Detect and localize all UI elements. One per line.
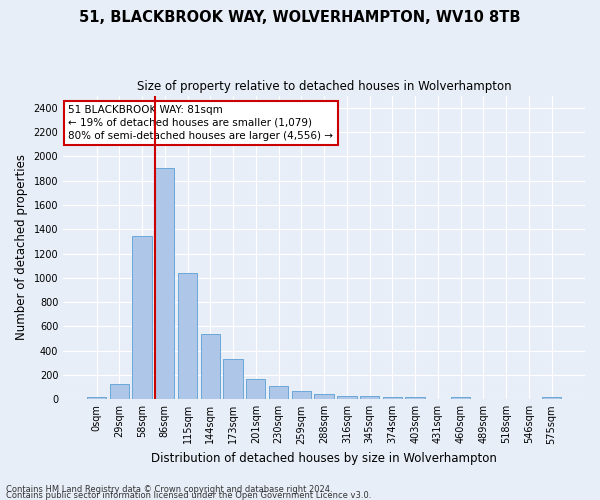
Bar	[178, 273, 197, 400]
Y-axis label: Number of detached properties: Number of detached properties	[15, 154, 28, 340]
Bar	[292, 392, 311, 400]
X-axis label: Distribution of detached houses by size in Wolverhampton: Distribution of detached houses by size …	[151, 452, 497, 465]
Bar	[269, 386, 288, 400]
Bar	[360, 396, 379, 400]
Bar	[383, 397, 402, 400]
Title: Size of property relative to detached houses in Wolverhampton: Size of property relative to detached ho…	[137, 80, 511, 93]
Bar	[451, 398, 470, 400]
Bar	[87, 398, 106, 400]
Bar	[337, 396, 356, 400]
Text: Contains public sector information licensed under the Open Government Licence v3: Contains public sector information licen…	[6, 490, 371, 500]
Text: 51, BLACKBROOK WAY, WOLVERHAMPTON, WV10 8TB: 51, BLACKBROOK WAY, WOLVERHAMPTON, WV10 …	[79, 10, 521, 25]
Bar	[200, 334, 220, 400]
Bar	[133, 236, 152, 400]
Bar	[406, 398, 425, 400]
Bar	[542, 398, 561, 400]
Bar	[314, 394, 334, 400]
Text: Contains HM Land Registry data © Crown copyright and database right 2024.: Contains HM Land Registry data © Crown c…	[6, 484, 332, 494]
Bar	[246, 378, 265, 400]
Text: 51 BLACKBROOK WAY: 81sqm
← 19% of detached houses are smaller (1,079)
80% of sem: 51 BLACKBROOK WAY: 81sqm ← 19% of detach…	[68, 104, 334, 141]
Bar	[223, 358, 243, 400]
Bar	[110, 384, 129, 400]
Bar	[155, 168, 175, 400]
